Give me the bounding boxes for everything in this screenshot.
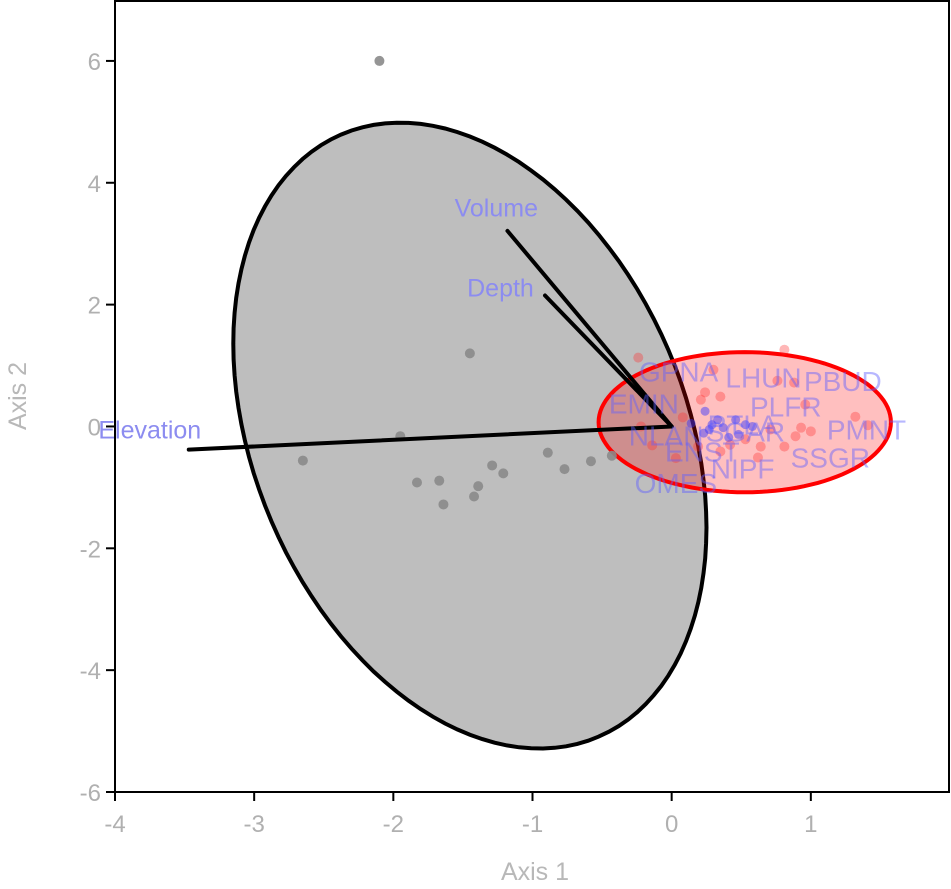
species-label: EMIN: [609, 388, 679, 419]
vector-volume: [505, 228, 674, 429]
species-label: LHUN: [725, 363, 801, 394]
species-label: SSGR: [791, 443, 870, 474]
red-site-point: [790, 431, 801, 442]
red-site-point: [695, 394, 706, 405]
vector-label: Volume: [455, 195, 538, 223]
y-tick-label: 4: [88, 171, 101, 198]
gray-site-point: [542, 447, 553, 458]
red-site-point: [693, 441, 704, 452]
x-tick-label: -1: [522, 811, 543, 838]
species-point: [707, 420, 717, 430]
species-label: PTLA: [708, 410, 778, 441]
x-tick-label: -3: [243, 811, 264, 838]
species-point: [731, 415, 741, 425]
vector-label: Depth: [467, 275, 534, 303]
gray-site-point: [434, 475, 445, 486]
red-site-point: [725, 439, 736, 450]
red-site-point: [708, 364, 719, 375]
species-label: PMNT: [827, 415, 906, 446]
red-site-point: [765, 424, 776, 435]
red-site-point: [752, 452, 763, 463]
species-point: [740, 420, 750, 430]
red-site-point: [715, 391, 726, 402]
red-site-point: [647, 440, 658, 451]
red-site-point: [779, 344, 790, 355]
y-tick-label: 2: [88, 293, 101, 320]
species-label: PLFR: [750, 391, 822, 422]
red-site-point: [700, 387, 711, 398]
species-point: [704, 425, 714, 435]
species-label: PBUD: [804, 366, 882, 397]
gray-site-point: [487, 460, 498, 471]
red-site-point: [772, 375, 783, 386]
red-site-point: [800, 399, 811, 410]
y-tick-label: 6: [88, 49, 101, 76]
gray-site-point: [411, 477, 422, 488]
species-point: [718, 423, 728, 433]
red-site-point: [796, 422, 807, 433]
y-tick-label: -6: [80, 780, 101, 807]
red-site-point: [789, 377, 800, 388]
red-site-point: [677, 412, 688, 423]
gray-site-point: [473, 481, 484, 492]
species-point: [747, 421, 757, 431]
gray-site-point: [297, 455, 308, 466]
species-label: NIPF: [711, 453, 775, 484]
species-point: [724, 432, 734, 442]
red-site-point: [850, 411, 861, 422]
red-site-point: [670, 453, 681, 464]
red-group-ellipse: [596, 350, 893, 495]
vector-label: Elevation: [98, 417, 201, 445]
species-label: NLAN: [629, 421, 704, 452]
y-tick-label: 0: [88, 414, 101, 441]
species-label: SGAR: [706, 416, 785, 447]
y-tick-label: -4: [80, 658, 101, 685]
gray-site-point: [374, 55, 385, 66]
gray-site-point: [438, 499, 449, 510]
x-axis-label: Axis 1: [501, 858, 569, 886]
y-axis-label: Axis 2: [4, 362, 32, 430]
x-tick-label: -4: [104, 811, 125, 838]
red-site-point: [862, 420, 873, 431]
x-tick-label: 1: [804, 811, 817, 838]
red-site-point: [805, 426, 816, 437]
gray-site-point: [559, 464, 570, 475]
species-point: [686, 418, 696, 428]
gray-site-point: [606, 450, 617, 461]
species-point: [700, 406, 710, 416]
species-label: OMES: [635, 468, 717, 499]
species-label: GPNA: [639, 357, 719, 388]
gray-site-point: [464, 348, 475, 359]
species-point: [733, 429, 743, 439]
red-site-point: [715, 446, 726, 457]
red-site-point: [633, 352, 644, 363]
vector-depth: [543, 293, 674, 429]
red-site-point: [740, 434, 751, 445]
x-tick-label: -2: [383, 811, 404, 838]
red-site-point: [779, 441, 790, 452]
gray-site-point: [469, 491, 480, 502]
gray-site-point: [585, 456, 596, 467]
species-point: [713, 415, 723, 425]
vector-elevation: [186, 424, 674, 452]
gray-site-point: [498, 468, 509, 479]
species-point: [699, 428, 709, 438]
species-label: ENST: [665, 436, 740, 467]
red-site-point: [755, 441, 766, 452]
y-tick-label: -2: [80, 536, 101, 563]
x-tick-label: 0: [665, 811, 678, 838]
